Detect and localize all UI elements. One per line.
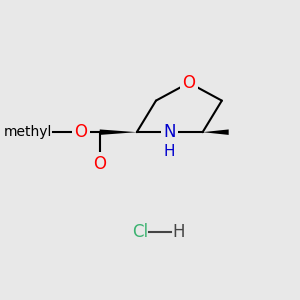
Polygon shape bbox=[100, 129, 137, 135]
Text: Cl: Cl bbox=[132, 223, 148, 241]
Text: methyl: methyl bbox=[3, 125, 52, 139]
Text: O: O bbox=[74, 123, 87, 141]
Text: H: H bbox=[172, 223, 185, 241]
Text: H: H bbox=[164, 144, 176, 159]
Text: O: O bbox=[93, 155, 106, 173]
Text: N: N bbox=[164, 123, 176, 141]
Polygon shape bbox=[202, 129, 229, 135]
Text: O: O bbox=[182, 74, 195, 92]
